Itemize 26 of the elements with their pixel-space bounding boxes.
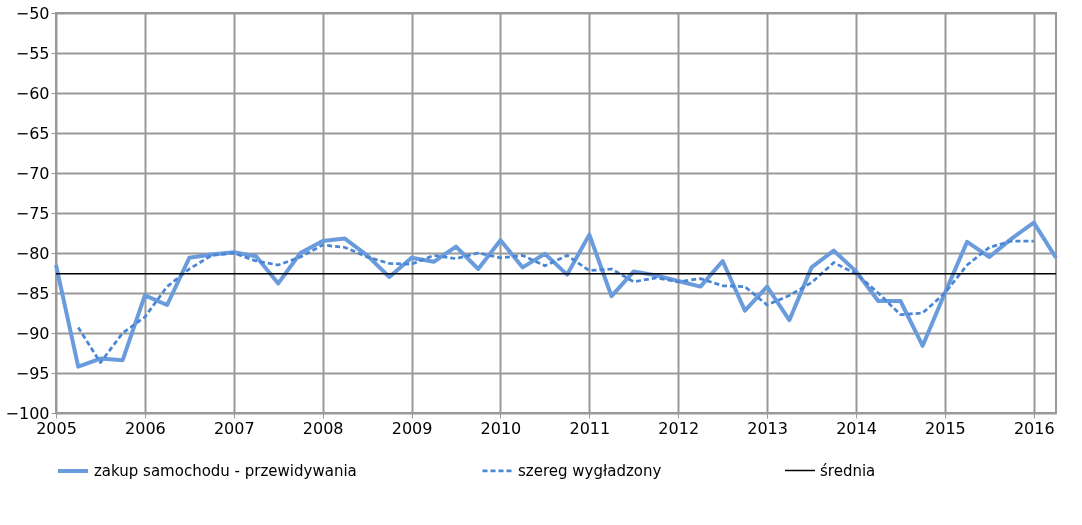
x-tick-label: 2006 bbox=[125, 418, 166, 438]
x-tick-label: 2009 bbox=[391, 418, 433, 438]
legend-label: szereg wygładzony bbox=[518, 461, 662, 480]
y-tick-label: −60 bbox=[15, 83, 50, 103]
y-tick-label: −65 bbox=[15, 123, 50, 143]
y-tick-label: −85 bbox=[15, 283, 50, 303]
y-tick-label: −80 bbox=[15, 243, 50, 263]
x-tick-label: 2013 bbox=[747, 418, 788, 438]
x-tick-label: 2015 bbox=[925, 418, 966, 438]
legend-label: średnia bbox=[820, 461, 876, 480]
x-tick-label: 2012 bbox=[658, 418, 700, 438]
y-tick-label: −75 bbox=[15, 203, 50, 223]
x-tick-label: 2011 bbox=[569, 418, 611, 438]
x-tick-label: 2014 bbox=[836, 418, 877, 438]
y-tick-label: −70 bbox=[15, 163, 50, 183]
x-tick-label: 2007 bbox=[213, 418, 255, 438]
legend-label: zakup samochodu - przewidywania bbox=[94, 462, 357, 480]
y-tick-label: −90 bbox=[15, 323, 50, 343]
y-tick-label: −55 bbox=[15, 43, 50, 63]
line-series bbox=[54, 220, 1058, 369]
x-tick-label: 2010 bbox=[480, 418, 522, 438]
line-series bbox=[76, 239, 1036, 364]
y-tick-label: −50 bbox=[15, 3, 50, 23]
x-tick-label: 2016 bbox=[1013, 418, 1055, 438]
y-tick-label: −95 bbox=[15, 363, 50, 383]
x-tick-label: 2008 bbox=[302, 418, 344, 438]
